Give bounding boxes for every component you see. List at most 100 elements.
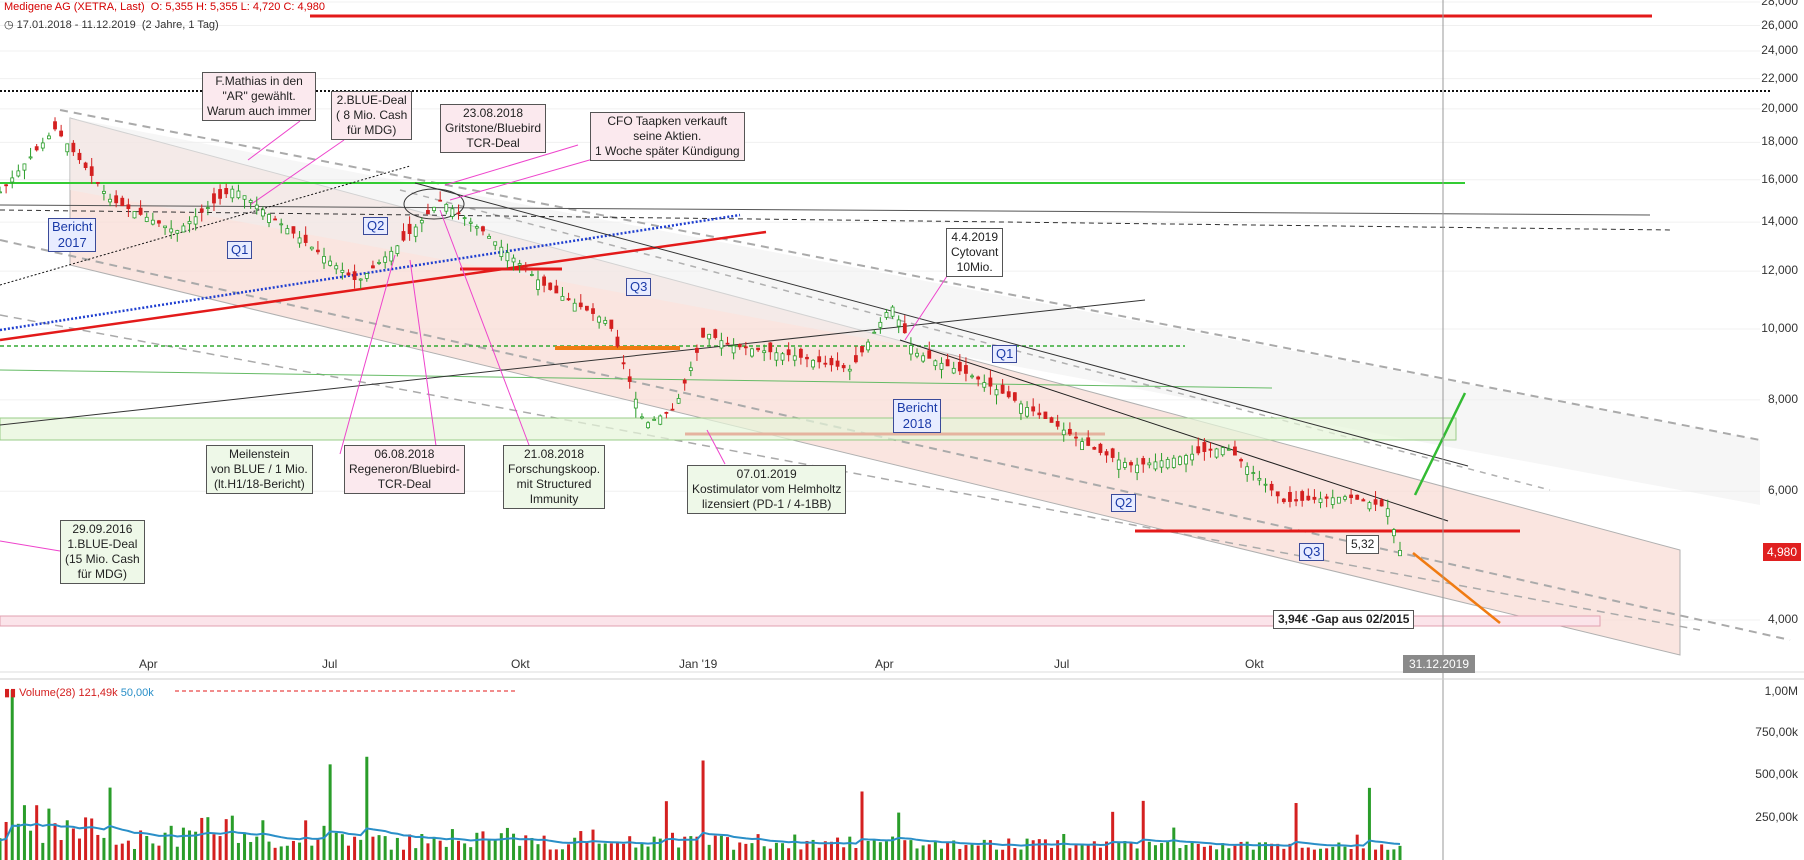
candle-body — [1171, 457, 1176, 468]
candle-body — [560, 295, 565, 301]
candle-body — [120, 197, 125, 207]
volume-bar — [1257, 842, 1261, 860]
candle-body — [1245, 466, 1250, 475]
annotation-meilenstein[interactable]: Meilenstein von BLUE / 1 Mio. (lt.H1/18-… — [206, 445, 313, 494]
volume-bar — [787, 848, 791, 860]
candle-body — [1312, 496, 1317, 500]
candle-body — [841, 365, 846, 369]
trend-lines — [0, 0, 1501, 860]
volume-bar — [915, 848, 919, 860]
candle-body — [95, 181, 100, 184]
annotation-cfo[interactable]: CFO Taapken verkauft seine Aktien. 1 Woc… — [590, 112, 745, 161]
q-label-q1-2019[interactable]: Q1 — [992, 345, 1018, 363]
volume-bar — [151, 843, 155, 860]
y-tick-label: 8,000 — [1767, 391, 1798, 406]
volume-bar — [249, 841, 253, 860]
volume-bar — [408, 834, 412, 860]
q-label-q2-2019[interactable]: Q2 — [1111, 494, 1137, 512]
volume-bar — [188, 830, 192, 860]
y-tick-label: 26,000 — [1761, 17, 1798, 32]
volume-bar — [310, 845, 314, 860]
candle-body — [511, 257, 516, 263]
volume-bar — [304, 820, 308, 860]
volume-bar — [438, 840, 442, 860]
annotation-bericht-2018[interactable]: Bericht 2018 — [893, 399, 942, 433]
volume-bar — [1178, 848, 1182, 860]
volume-legend-value: 121,49k — [78, 687, 118, 699]
candle-body — [322, 256, 326, 264]
candle-body — [994, 389, 999, 396]
volume-bar — [1092, 841, 1096, 860]
annotation-regeneron[interactable]: 06.08.2018 Regeneron/Bluebird- TCR-Deal — [344, 445, 465, 494]
annotation-gap[interactable]: 3,94€ -Gap aus 02/2015 — [1273, 610, 1415, 629]
volume-bar — [1398, 845, 1402, 860]
candle-body — [328, 260, 333, 266]
y-tick-label: 4,000 — [1767, 612, 1798, 626]
candle-body — [731, 345, 736, 354]
annotation-bericht-2017[interactable]: Bericht 2017 — [48, 218, 97, 252]
candle-body — [212, 193, 216, 204]
candle-body — [860, 346, 864, 353]
ohlc-values: O: 5,355 H: 5,355 L: 4,720 C: 4,980 — [150, 1, 326, 13]
q-label-q2-2018[interactable]: Q2 — [363, 217, 389, 235]
candle-body — [260, 209, 265, 217]
candle-body — [267, 214, 271, 223]
volume-bar — [169, 825, 173, 860]
annotation-kostimulator[interactable]: 07.01.2019 Kostimulator vom Helmholtz li… — [687, 465, 847, 514]
candle-body — [4, 184, 9, 187]
volume-bar — [952, 840, 956, 860]
volume-bar — [10, 690, 14, 860]
candle-body — [389, 250, 394, 262]
candle-body — [1263, 483, 1268, 486]
annotation-gritstone[interactable]: 23.08.2018 Gritstone/Bluebird TCR-Deal — [440, 104, 547, 153]
candle-body — [719, 340, 724, 349]
red-support-trendline — [0, 230, 767, 342]
volume-bar — [1386, 849, 1390, 860]
candle-body — [1367, 502, 1372, 510]
volume-bar — [829, 841, 833, 860]
annotation-price-note[interactable]: 5,32 — [1346, 535, 1380, 554]
volume-bar — [353, 836, 357, 860]
candle-body — [132, 211, 137, 219]
volume-bar — [377, 835, 381, 860]
candle-body — [138, 207, 143, 215]
volume-bar — [316, 839, 320, 860]
volume-bar — [1196, 843, 1200, 860]
candle-body — [279, 223, 284, 226]
q-label-q1-2018[interactable]: Q1 — [227, 241, 253, 259]
volume-bar — [212, 834, 216, 860]
candle-body — [89, 166, 94, 176]
candle-body — [1233, 446, 1237, 456]
candle-body — [591, 308, 595, 314]
volume-bar — [1306, 847, 1310, 860]
volume-bar — [145, 835, 149, 860]
candle-body — [1373, 499, 1378, 505]
candle-body — [786, 349, 791, 356]
candle-body — [438, 199, 443, 202]
q-label-q3-2018[interactable]: Q3 — [626, 278, 652, 296]
horizontal-levels — [0, 14, 1770, 627]
volume-bar — [719, 835, 723, 860]
candle-body — [676, 398, 681, 404]
candle-body — [566, 298, 571, 301]
annotation-forschung[interactable]: 21.08.2018 Forschungskoop. mit Structure… — [503, 445, 606, 509]
candle-body — [951, 367, 956, 374]
volume-bar — [328, 764, 332, 860]
candle-body — [224, 188, 229, 195]
volume-bar — [285, 845, 289, 860]
candle-body — [83, 162, 88, 168]
volume-bar — [414, 848, 418, 860]
candle-body — [1141, 458, 1146, 465]
q-label-q3-2019[interactable]: Q3 — [1299, 543, 1325, 561]
annotation-cytovant[interactable]: 4.4.2019 Cytovant 10Mio. — [946, 228, 1004, 277]
volume-bar — [903, 840, 907, 860]
candle-body — [102, 190, 106, 194]
candle-body — [536, 279, 540, 290]
x-tick-label: Jul — [322, 657, 338, 671]
annotation-blue-deal-1[interactable]: 29.09.2016 1.BLUE-Deal (15 Mio. Cash für… — [60, 520, 145, 584]
candle-body — [254, 204, 259, 210]
annotation-mathias[interactable]: F.Mathias in den "AR" gewählt. Warum auc… — [202, 72, 317, 121]
annotation-blue-deal-2[interactable]: 2.BLUE-Deal ( 8 Mio. Cash für MDG) — [331, 91, 413, 140]
volume-bar — [401, 849, 405, 860]
